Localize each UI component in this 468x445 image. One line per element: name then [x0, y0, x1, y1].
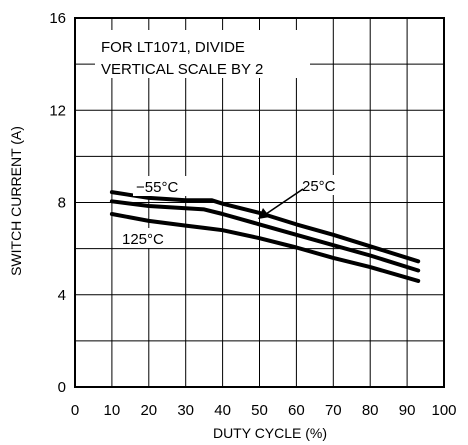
y-tick-label: 16 — [49, 10, 66, 27]
y-tick-label: 4 — [58, 287, 66, 304]
x-tick-label: 60 — [288, 402, 305, 419]
x-tick-label: 10 — [104, 402, 121, 419]
x-tick-label: 50 — [251, 402, 268, 419]
label-125-background — [120, 228, 184, 248]
x-tick-label: 70 — [325, 402, 342, 419]
plot-frame — [74, 17, 445, 388]
x-tick-label: 100 — [431, 402, 456, 419]
series-lines — [109, 190, 421, 283]
y-tick-label: 0 — [58, 379, 66, 396]
series-label-25: 25°C — [302, 178, 336, 195]
annotation-line-1: FOR LT1071, DIVIDE — [101, 39, 245, 56]
label-25-arrow — [258, 188, 304, 219]
annotation-background — [95, 30, 310, 78]
series-label-minus55: −55°C — [136, 179, 178, 196]
x-tick-label: 40 — [214, 402, 231, 419]
x-tick-label: 0 — [71, 402, 79, 419]
grid — [74, 17, 445, 388]
x-axis-title: DUTY CYCLE (%) — [213, 425, 327, 441]
x-tick-label: 30 — [177, 402, 194, 419]
y-tick-labels: 0 4 8 12 16 — [49, 10, 66, 396]
y-tick-label: 12 — [49, 102, 66, 119]
series-line-minus55 — [109, 190, 421, 264]
y-tick-label: 8 — [58, 195, 66, 212]
series-line-125 — [109, 212, 421, 283]
annotation-line-2: VERTICAL SCALE BY 2 — [101, 61, 263, 78]
x-tick-labels: 0 10 20 30 40 50 60 70 80 90 100 — [71, 402, 457, 419]
series-line-25 — [109, 199, 421, 273]
y-axis-title: SWITCH CURRENT (A) — [8, 126, 24, 276]
label-25-background — [300, 175, 358, 195]
label-minus55-background — [133, 176, 206, 196]
series-label-125: 125°C — [122, 231, 164, 248]
x-tick-label: 80 — [362, 402, 379, 419]
x-tick-label: 90 — [399, 402, 416, 419]
x-tick-label: 20 — [140, 402, 157, 419]
